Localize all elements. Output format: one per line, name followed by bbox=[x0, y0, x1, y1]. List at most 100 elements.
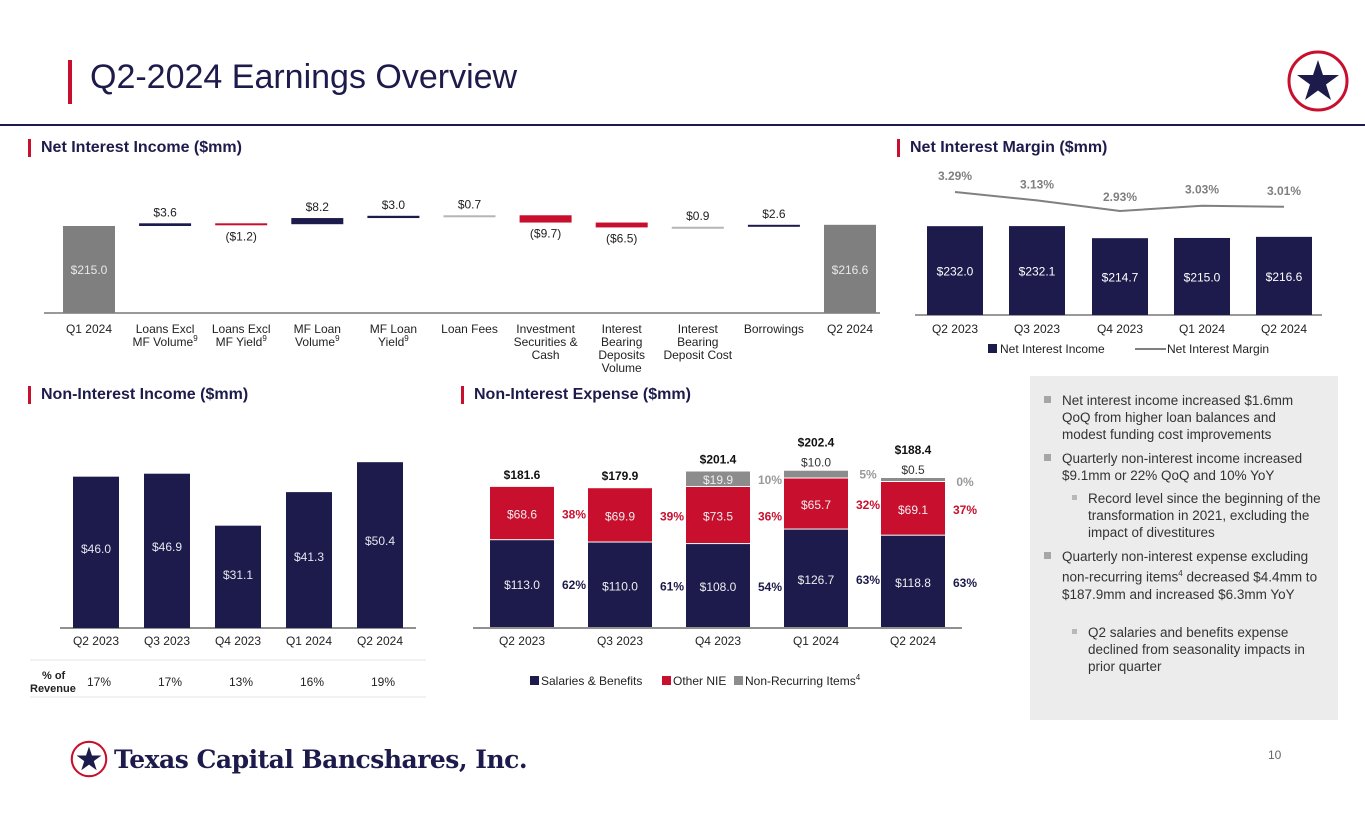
total-label: $181.6 bbox=[504, 468, 541, 482]
x-tick-label: MF Yield9 bbox=[216, 334, 268, 349]
x-tick-label: Investment bbox=[516, 322, 575, 336]
non-interest-income-bar bbox=[357, 462, 403, 628]
x-tick-label: MF Loan bbox=[370, 322, 417, 336]
data-label: $2.6 bbox=[762, 207, 786, 221]
star-logo-icon bbox=[70, 740, 108, 778]
legend-label: Salaries & Benefits bbox=[541, 674, 642, 688]
x-tick-label: Q2 2024 bbox=[827, 322, 873, 336]
data-label: $110.0 bbox=[602, 579, 638, 593]
commentary-panel: Net interest income increased $1.6mm QoQ… bbox=[1030, 376, 1338, 720]
pct-label: 54% bbox=[758, 580, 782, 594]
x-tick-label: Q1 2024 bbox=[286, 634, 332, 648]
waterfall-bar bbox=[671, 226, 724, 229]
footnote-ref: 9 bbox=[193, 334, 198, 343]
x-tick-label: MF Volume9 bbox=[133, 334, 199, 349]
waterfall-bar-start bbox=[63, 226, 115, 313]
nii-bar bbox=[1092, 238, 1148, 315]
nim-line bbox=[954, 191, 1285, 213]
section-title-non-interest-income: Non-Interest Income ($mm) bbox=[28, 386, 248, 404]
data-label: $50.4 bbox=[365, 534, 395, 548]
stacked-bar-segment bbox=[490, 540, 554, 627]
x-tick-label: Q3 2023 bbox=[597, 634, 643, 648]
waterfall-bar-end bbox=[824, 224, 876, 313]
waterfall-bar bbox=[139, 223, 192, 226]
x-tick-label: Q2 2024 bbox=[357, 634, 403, 648]
pct-label: 10% bbox=[758, 473, 782, 487]
non-interest-income-bar bbox=[215, 525, 261, 628]
bullet-square-icon bbox=[1044, 396, 1051, 403]
legend-label: Net Interest Margin bbox=[1167, 342, 1269, 356]
x-tick-label: Interest bbox=[602, 322, 643, 336]
non-interest-income-bar bbox=[286, 492, 332, 628]
stacked-bar-segment bbox=[784, 470, 848, 478]
sub-bullet: Q2 salaries and benefits expense decline… bbox=[1072, 624, 1324, 675]
pct-label: 5% bbox=[859, 468, 877, 482]
waterfall-bar bbox=[747, 224, 800, 227]
section-title-non-interest-expense: Non-Interest Expense ($mm) bbox=[461, 386, 691, 404]
x-tick-label: Q3 2023 bbox=[1014, 322, 1060, 336]
data-label: $214.7 bbox=[1102, 271, 1139, 285]
data-label: $126.7 bbox=[798, 573, 835, 587]
legend-swatch-nii bbox=[988, 344, 997, 353]
bullet: Quarterly non-interest income increased … bbox=[1044, 450, 1324, 484]
stacked-bar-segment bbox=[686, 544, 750, 627]
waterfall-bar bbox=[215, 223, 268, 226]
pct-label: 37% bbox=[953, 503, 977, 517]
data-label: $68.6 bbox=[507, 508, 537, 522]
pct-label: 38% bbox=[562, 508, 586, 522]
pct-label: 61% bbox=[660, 579, 684, 593]
pct-of-revenue-value: 16% bbox=[300, 675, 324, 689]
total-label: $202.4 bbox=[798, 436, 835, 450]
x-tick-label: Deposits bbox=[598, 348, 645, 362]
company-name: Texas Capital Bancshares, Inc. bbox=[114, 744, 528, 774]
stacked-bar-segment bbox=[686, 486, 750, 544]
nii-bar bbox=[1174, 237, 1230, 315]
x-tick-label: Q4 2023 bbox=[695, 634, 741, 648]
stacked-bar-segment bbox=[784, 529, 848, 627]
stacked-bar-segment bbox=[490, 486, 554, 540]
data-label: $108.0 bbox=[700, 580, 737, 594]
x-tick-label: Q1 2024 bbox=[1179, 322, 1225, 336]
data-label: $215.0 bbox=[1184, 270, 1221, 284]
footnote-ref: 9 bbox=[335, 334, 340, 343]
x-tick-label: Q2 2023 bbox=[499, 634, 545, 648]
data-label: $46.0 bbox=[81, 542, 111, 556]
x-tick-label: Loans Excl bbox=[212, 322, 271, 336]
data-label: $113.0 bbox=[504, 578, 540, 592]
header-divider bbox=[0, 124, 1365, 126]
data-label: $41.3 bbox=[294, 550, 324, 564]
footnote-ref: 4 bbox=[1178, 569, 1183, 578]
x-tick-label: Q1 2024 bbox=[66, 322, 112, 336]
data-label: $10.0 bbox=[801, 456, 831, 470]
company-logo: Texas Capital Bancshares, Inc. bbox=[70, 740, 528, 778]
sub-bullet: Record level since the beginning of the … bbox=[1072, 490, 1324, 541]
data-label: $232.1 bbox=[1019, 265, 1056, 279]
bullet-square-icon bbox=[1044, 552, 1051, 559]
nii-bar bbox=[1009, 226, 1065, 315]
pct-of-revenue-value: 13% bbox=[229, 675, 253, 689]
data-label: $73.5 bbox=[703, 510, 733, 524]
x-tick-label: Interest bbox=[678, 322, 719, 336]
data-label: $19.9 bbox=[703, 473, 733, 487]
legend-label: Net Interest Income bbox=[1000, 342, 1105, 356]
x-tick-label: Q4 2023 bbox=[215, 634, 261, 648]
stacked-bar-segment bbox=[686, 471, 750, 486]
data-label: $232.0 bbox=[937, 265, 974, 279]
waterfall-bar bbox=[367, 215, 420, 219]
pct-of-revenue-value: 17% bbox=[87, 675, 111, 689]
x-tick-label: Loan Fees bbox=[441, 322, 498, 336]
stacked-bar-segment bbox=[881, 535, 945, 627]
pct-of-revenue-value: 17% bbox=[158, 675, 182, 689]
data-label: $118.8 bbox=[895, 576, 931, 590]
data-label: $69.1 bbox=[898, 503, 928, 517]
pct-label: 0% bbox=[956, 475, 974, 489]
legend-swatch bbox=[530, 676, 539, 685]
x-tick-label: Q2 2023 bbox=[932, 322, 978, 336]
data-label: $216.6 bbox=[832, 263, 869, 277]
data-label: $65.7 bbox=[801, 498, 831, 512]
data-label: $3.0 bbox=[382, 198, 406, 212]
data-label: $3.6 bbox=[153, 205, 177, 219]
waterfall-bar bbox=[595, 222, 648, 228]
data-label: $69.9 bbox=[605, 509, 635, 523]
